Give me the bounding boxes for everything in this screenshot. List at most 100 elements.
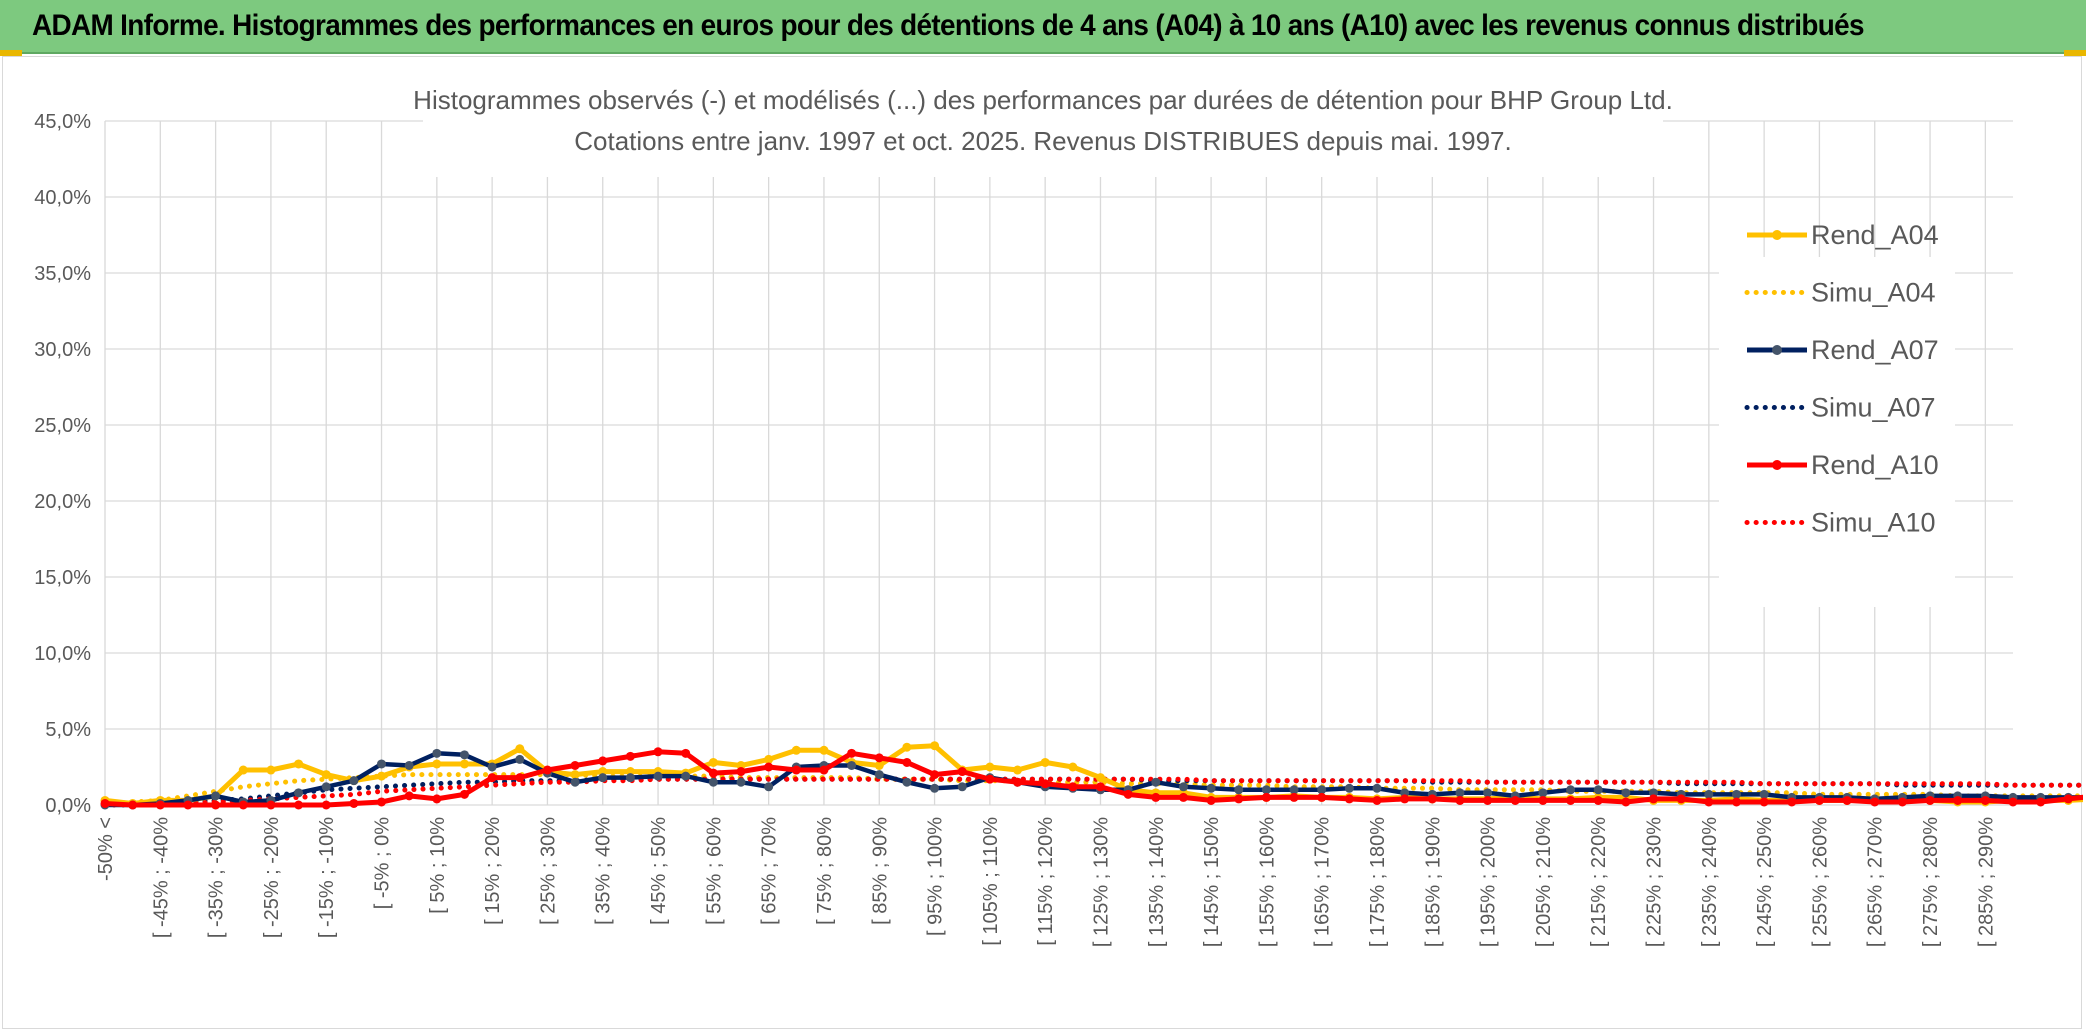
chart-subtitle: Cotations entre janv. 1997 et oct. 2025.… [574,126,1512,156]
legend-label-rend_a04: Rend_A04 [1811,220,1939,250]
data-point-rend_a10 [1704,797,1714,807]
data-point-rend_a10 [653,747,663,757]
data-point-rend_a10 [1870,797,1880,807]
x-tick-label: [ 145% ; 150% [1201,817,1223,947]
data-point-rend_a10 [349,798,359,808]
data-point-rend_a10 [266,800,276,810]
y-tick-label: 20,0% [34,491,91,513]
x-tick-label: [ 55% ; 60% [703,817,725,925]
x-axis-ticks: -50% < [ -45% ; -40% [ -35% ; -30% [ -25% ;… [95,817,1997,947]
data-point-rend_a04 [459,759,469,769]
data-point-rend_a04 [1040,757,1050,767]
data-point-rend_a10 [100,798,110,808]
data-point-rend_a10 [128,800,138,810]
data-point-rend_a07 [515,754,525,764]
data-point-rend_a07 [1593,785,1603,795]
data-point-rend_a10 [819,765,829,775]
data-point-rend_a10 [598,756,608,766]
data-point-rend_a04 [902,742,912,752]
y-tick-label: 15,0% [34,567,91,589]
y-tick-label: 25,0% [34,415,91,437]
x-tick-label: [ 5% ; 10% [427,817,449,914]
data-point-rend_a07 [321,782,331,792]
data-point-rend_a10 [542,765,552,775]
data-point-rend_a04 [708,757,718,767]
x-tick-label: [ 255% ; 260% [1809,817,1831,947]
x-tick-label: [ 235% ; 240% [1699,817,1721,947]
x-tick-label: [ -15% ; -10% [316,817,338,938]
data-point-rend_a07 [1206,783,1216,793]
data-point-rend_a04 [515,744,525,754]
data-point-rend_a10 [1731,797,1741,807]
data-point-rend_a07 [1372,783,1382,793]
data-point-rend_a07 [459,750,469,760]
data-point-rend_a10 [1178,792,1188,802]
legend-marker-rend_a04 [1772,230,1782,240]
data-point-rend_a10 [1372,795,1382,805]
data-point-rend_a10 [985,774,995,784]
data-point-rend_a10 [1953,795,1963,805]
data-point-rend_a10 [377,797,387,807]
x-tick-label: [ -25% ; -20% [261,817,283,938]
corner-accent-left [0,50,22,56]
data-point-rend_a10 [183,800,193,810]
data-point-rend_a10 [1151,792,1161,802]
x-tick-label: [ 25% ; 30% [537,817,559,925]
data-point-rend_a10 [2036,797,2046,807]
data-point-rend_a07 [1234,785,1244,795]
x-tick-label: [ 85% ; 90% [869,817,891,925]
data-point-rend_a10 [1759,797,1769,807]
data-point-rend_a07 [1538,788,1548,798]
x-tick-label: [ 275% ; 280% [1920,817,1942,947]
x-tick-label: [ 225% ; 230% [1644,817,1666,947]
data-point-rend_a10 [459,789,469,799]
data-point-rend_a07 [1704,789,1714,799]
data-point-rend_a10 [874,753,884,763]
x-tick-label: [ 45% ; 50% [648,817,670,925]
x-tick-label: [ 185% ; 190% [1422,817,1444,947]
data-point-rend_a10 [1980,795,1990,805]
data-point-rend_a07 [847,760,857,770]
report-banner: ADAM Informe. Histogrammes des performan… [0,0,2086,54]
data-point-rend_a04 [570,770,580,780]
data-point-rend_a07 [211,791,221,801]
data-point-rend_a07 [1178,782,1188,792]
data-point-rend_a10 [1593,795,1603,805]
data-point-rend_a10 [1538,795,1548,805]
data-point-rend_a07 [1261,785,1271,795]
data-point-rend_a10 [1814,795,1824,805]
title-background [423,79,1663,177]
y-tick-label: 35,0% [34,263,91,285]
data-point-rend_a07 [625,773,635,783]
data-point-rend_a10 [570,760,580,770]
corner-accent-right [2064,50,2086,56]
y-axis-ticks: 0,0% 5,0% 10,0% 15,0% 20,0% 25,0% 30,0% 35,0% 40… [34,111,91,817]
x-tick-label: [ 115% ; 120% [1035,817,1057,946]
data-point-rend_a10 [155,800,165,810]
x-tick-label: [ 35% ; 40% [593,817,615,925]
data-point-rend_a10 [1455,795,1465,805]
data-point-rend_a10 [1206,795,1216,805]
y-tick-label: 30,0% [34,339,91,361]
data-point-rend_a07 [404,760,414,770]
x-tick-label: -50% < [95,817,117,881]
data-point-rend_a10 [764,762,774,772]
legend-label-simu_a07: Simu_A07 [1811,393,1936,423]
data-point-rend_a10 [930,770,940,780]
data-point-rend_a07 [708,777,718,787]
data-point-rend_a10 [957,767,967,777]
data-point-rend_a04 [764,754,774,764]
data-point-rend_a10 [321,800,331,810]
data-point-rend_a07 [902,777,912,787]
data-point-rend_a07 [1289,785,1299,795]
x-tick-label: [ 75% ; 80% [814,817,836,925]
data-point-rend_a10 [238,800,248,810]
chart-title: Histogrammes observés (-) et modélisés (… [413,85,1673,115]
data-point-rend_a10 [681,748,691,758]
data-point-rend_a10 [1621,797,1631,807]
data-point-rend_a10 [847,748,857,758]
data-point-rend_a10 [736,767,746,777]
x-tick-label: [ 175% ; 180% [1367,817,1389,947]
x-tick-label: [ 205% ; 210% [1533,817,1555,947]
data-point-rend_a04 [874,760,884,770]
